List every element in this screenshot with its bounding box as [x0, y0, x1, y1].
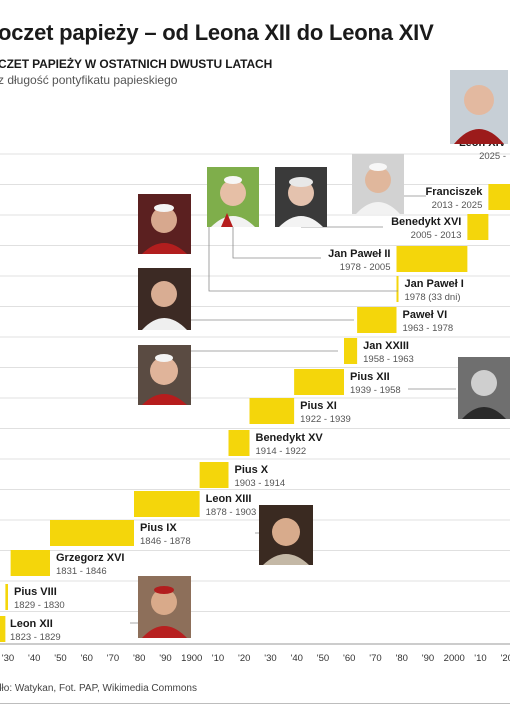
portrait-jan-pawel-i: [138, 194, 191, 254]
x-tick-label: 1900: [181, 653, 202, 664]
x-tick-label: '10: [474, 653, 486, 664]
x-tick-label: '60: [81, 653, 93, 664]
pope-name-label: Grzegorz XVI: [56, 552, 124, 564]
portrait-leon-xii: [138, 576, 191, 638]
portrait-leon-xiv: [450, 70, 508, 144]
x-tick-label: '20: [238, 653, 250, 664]
portrait-jan-xxiii: [138, 345, 191, 405]
pope-years-label: 1823 - 1829: [10, 632, 61, 643]
x-tick-label: '20: [501, 653, 510, 664]
pope-name-label: Jan Paweł I: [405, 278, 464, 290]
x-tick-label: '70: [107, 653, 119, 664]
pope-name-label: Jan XXIII: [363, 340, 409, 352]
chart-subtitle: CZET PAPIEŻY W OSTATNICH DWUSTU LATACH: [0, 57, 273, 71]
footer-divider: [0, 703, 510, 704]
bar-3: [50, 520, 134, 546]
chart-title: oczet papieży – od Leona XII do Leona XI…: [0, 20, 434, 45]
pope-name-label: Benedykt XV: [256, 432, 324, 444]
x-tick-label: '40: [291, 653, 303, 664]
x-tick-label: '50: [317, 653, 329, 664]
pope-years-label: 1963 - 1978: [403, 323, 454, 334]
pope-years-label: 1903 - 1914: [235, 478, 286, 489]
bar-13: [467, 214, 489, 240]
x-tick-label: '30: [2, 653, 14, 664]
x-tick-label: 2000: [444, 653, 465, 664]
grid-lines: [0, 153, 510, 645]
x-tick-label: '90: [159, 653, 171, 664]
pope-name-label: Pius IX: [140, 522, 177, 534]
pope-years-label: 1939 - 1958: [350, 385, 401, 396]
pope-years-label: 1829 - 1830: [14, 600, 65, 611]
portrait-benedykt-xvi: [275, 167, 327, 227]
bar-4: [134, 491, 200, 517]
portrait-pius-xii: [458, 357, 510, 419]
x-tick-label: '60: [343, 653, 355, 664]
x-tick-label: '40: [28, 653, 40, 664]
pope-years-label: 1978 (33 dni): [405, 292, 461, 303]
pontificate-bars: [0, 184, 510, 642]
pope-years-label: 1846 - 1878: [140, 536, 191, 547]
pope-years-label: 1831 - 1846: [56, 566, 107, 577]
pope-years-label: 1914 - 1922: [256, 446, 307, 457]
portrait-pawel-vi: [138, 268, 191, 330]
bar-14: [488, 184, 510, 210]
bar-7: [249, 398, 295, 424]
pope-years-label: 2005 - 2013: [411, 230, 462, 241]
pope-name-label: Benedykt XVI: [391, 216, 461, 228]
pope-years-label: 2025 -: [479, 151, 506, 162]
pope-name-label: Leon XII: [10, 618, 53, 630]
bar-12: [396, 246, 468, 272]
x-tick-label: '80: [396, 653, 408, 664]
bar-8: [294, 369, 344, 395]
x-tick-label: '50: [54, 653, 66, 664]
pope-name-label: Pius VIII: [14, 586, 57, 598]
bar-1: [5, 584, 8, 610]
source-note: dło: Watykan, Fot. PAP, Wikimedia Common…: [0, 683, 197, 694]
bar-11: [396, 276, 399, 302]
portrait-pius-ix: [259, 505, 313, 565]
x-axis-ticks: '30 '40 '50 '60 '70 '80 '90 1900 '10 '20 '30 '40 '50…: [2, 653, 510, 664]
pope-name-label: Leon XIII: [206, 493, 252, 505]
bar-2: [10, 550, 50, 576]
portrait-jan-pawel-ii: [207, 167, 259, 227]
pope-name-label: Jan Paweł II: [328, 248, 390, 260]
pope-name-label: Pius XI: [300, 400, 337, 412]
bar-9: [344, 338, 358, 364]
chart-description: z długość pontyfikatu papieskiego: [0, 73, 178, 87]
pope-years-label: 1878 - 1903: [206, 507, 257, 518]
pope-years-label: 1922 - 1939: [300, 414, 351, 425]
bar-6: [228, 430, 250, 456]
leader-line: [208, 227, 398, 292]
portrait-franciszek: [352, 154, 404, 214]
pope-name-label: Franciszek: [426, 186, 484, 198]
x-tick-label: '30: [264, 653, 276, 664]
pope-name-label: Pius X: [235, 464, 269, 476]
x-tick-label: '10: [212, 653, 224, 664]
x-tick-label: '80: [133, 653, 145, 664]
leader-line: [232, 227, 321, 259]
x-tick-label: '70: [369, 653, 381, 664]
bar-10: [357, 307, 397, 333]
timeline-chart: Leon XII 1823 - 1829 Pius VIII 1829 - 1830 G…: [0, 137, 510, 664]
pope-name-label: Pius XII: [350, 371, 390, 383]
pope-years-label: 2013 - 2025: [432, 200, 483, 211]
bar-5: [199, 462, 229, 488]
pope-years-label: 1978 - 2005: [340, 262, 391, 273]
x-tick-label: '90: [422, 653, 434, 664]
bar-0: [0, 616, 6, 642]
pope-name-label: Paweł VI: [403, 309, 448, 321]
pope-years-label: 1958 - 1963: [363, 354, 414, 365]
